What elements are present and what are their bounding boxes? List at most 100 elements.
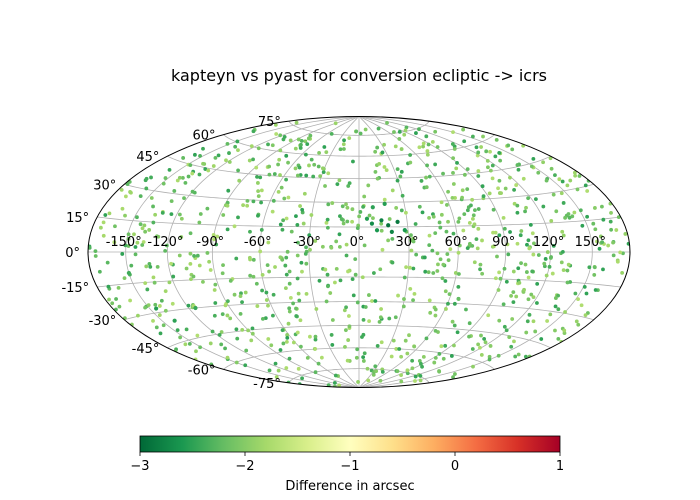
data-point	[614, 228, 619, 232]
data-point	[417, 145, 422, 150]
data-point	[157, 313, 162, 317]
data-point	[337, 383, 342, 388]
data-point	[323, 184, 327, 188]
data-point	[585, 189, 590, 193]
data-point	[370, 205, 375, 210]
data-point	[330, 343, 335, 347]
data-point	[159, 298, 164, 303]
data-point	[346, 269, 350, 274]
data-point	[284, 177, 288, 182]
data-point	[350, 207, 355, 212]
data-point	[501, 302, 506, 307]
data-point	[144, 264, 149, 269]
data-point	[354, 355, 359, 360]
data-point	[503, 186, 508, 191]
data-point	[294, 314, 299, 318]
data-point	[227, 151, 231, 155]
data-point	[354, 129, 359, 134]
data-point	[405, 351, 410, 356]
data-point	[562, 328, 567, 333]
data-point	[515, 241, 520, 246]
data-point	[232, 292, 237, 297]
data-point	[513, 354, 518, 359]
data-point	[609, 227, 614, 232]
data-point	[606, 243, 611, 248]
data-point	[452, 147, 457, 151]
data-point	[371, 216, 375, 221]
data-point	[266, 337, 271, 341]
data-point	[141, 240, 146, 244]
data-point	[101, 233, 106, 238]
data-point	[419, 361, 423, 366]
data-point	[452, 343, 456, 348]
data-point	[375, 176, 380, 181]
lon-tick-label: -120°	[147, 235, 183, 250]
data-point	[399, 373, 403, 378]
data-point	[338, 147, 343, 152]
data-point	[364, 216, 370, 221]
data-point	[206, 168, 211, 173]
data-point	[143, 229, 148, 234]
data-point	[532, 241, 536, 246]
data-point	[304, 261, 309, 266]
data-point	[273, 123, 278, 127]
data-point	[246, 328, 250, 333]
latitude-tick-labels: 75° 60° 45° 30° 15° 0° -15° -30° -45° -60° -75°	[61, 115, 280, 392]
data-point	[444, 229, 449, 234]
data-point	[287, 306, 292, 311]
data-point	[272, 172, 277, 176]
data-point	[435, 145, 440, 149]
data-point	[154, 325, 159, 330]
data-point	[164, 243, 169, 248]
data-point	[487, 191, 492, 196]
data-point	[198, 345, 203, 350]
data-point	[339, 217, 344, 221]
data-point	[298, 204, 302, 208]
data-point	[214, 242, 219, 247]
data-point	[460, 195, 464, 200]
data-point	[136, 313, 140, 318]
data-point	[332, 380, 337, 385]
data-point	[391, 338, 396, 343]
data-point	[322, 145, 327, 149]
data-point	[201, 279, 205, 284]
data-point	[461, 228, 466, 233]
data-point	[491, 230, 495, 235]
data-point	[265, 263, 270, 267]
data-point	[512, 201, 517, 206]
data-point	[248, 257, 252, 262]
data-point	[256, 146, 261, 151]
data-point	[362, 351, 367, 356]
data-point	[595, 239, 599, 244]
data-point	[413, 379, 417, 383]
data-point	[470, 217, 475, 221]
data-point	[427, 243, 432, 248]
data-point	[470, 134, 475, 139]
data-point	[324, 150, 329, 155]
data-point	[338, 214, 342, 219]
data-point	[504, 279, 509, 284]
data-point	[515, 210, 520, 215]
data-point	[256, 213, 260, 218]
data-point	[138, 222, 143, 227]
data-point	[281, 341, 286, 346]
data-point	[248, 273, 253, 278]
data-point	[525, 242, 529, 247]
data-point	[450, 319, 455, 324]
data-point	[411, 266, 416, 271]
data-point	[593, 206, 597, 210]
data-point	[236, 148, 240, 153]
data-point	[251, 257, 256, 262]
data-point	[289, 229, 294, 234]
data-point	[276, 162, 280, 167]
data-point	[284, 153, 289, 158]
data-point	[451, 130, 455, 135]
data-point	[371, 373, 376, 377]
data-point	[576, 322, 581, 327]
data-point	[178, 335, 183, 340]
data-point	[107, 297, 111, 302]
data-point	[457, 272, 461, 276]
data-point	[278, 148, 283, 153]
data-point	[620, 270, 625, 275]
data-point	[243, 363, 248, 368]
